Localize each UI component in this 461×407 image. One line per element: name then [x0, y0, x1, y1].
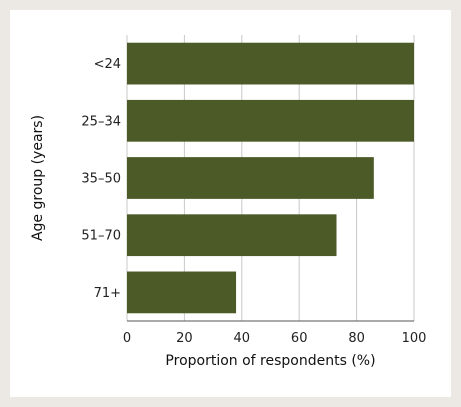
y-axis-title: Age group (years) [30, 115, 46, 241]
y-tick-label: 25–34 [81, 114, 121, 129]
x-axis-title: Proportion of respondents (%) [165, 353, 375, 369]
x-tick-label: 60 [291, 331, 308, 346]
y-tick-label: <24 [94, 57, 121, 72]
bar [127, 99, 414, 142]
chart-panel: <24 25–34 35–50 51–70 71+ 0 20 40 60 80 100 Propo… [10, 10, 451, 397]
x-tick-label: 20 [176, 331, 193, 346]
y-tick-label: 35–50 [81, 172, 121, 187]
y-tick-label: 51–70 [81, 229, 121, 244]
bar [127, 214, 337, 257]
x-tick-label: 0 [123, 331, 131, 346]
x-tick-labels: 0 20 40 60 80 100 [123, 331, 427, 346]
bar [127, 42, 414, 85]
y-tick-label: 71+ [94, 286, 121, 301]
bars [127, 42, 414, 314]
x-tick-label: 80 [348, 331, 365, 346]
bar [127, 271, 237, 314]
bar [127, 157, 374, 199]
bar-chart: <24 25–34 35–50 51–70 71+ 0 20 40 60 80 100 Propo… [30, 35, 427, 369]
x-tick-label: 100 [402, 331, 427, 346]
y-tick-labels: <24 25–34 35–50 51–70 71+ [81, 57, 121, 301]
x-tick-label: 40 [234, 331, 251, 346]
